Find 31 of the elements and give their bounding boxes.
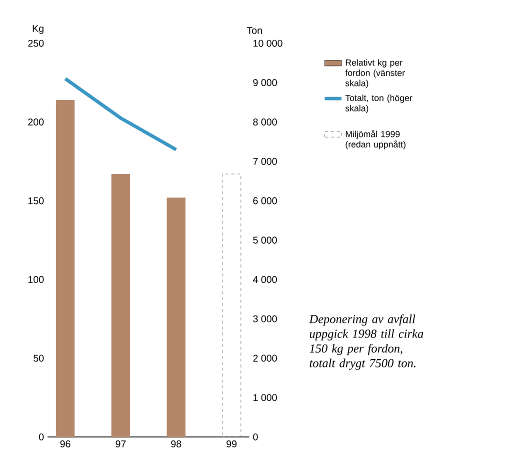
y2-axis-title: Ton: [246, 27, 262, 34]
y2-tick-label: 6 000: [253, 197, 277, 204]
x-tick-label: 99: [226, 440, 237, 448]
bar: [222, 174, 242, 438]
y2-tick-label: 3 000: [253, 316, 277, 323]
legend-label: Totalt, ton (höger skala): [345, 94, 412, 114]
bar: [56, 100, 75, 438]
x-tick-label: 97: [116, 440, 126, 448]
y-axis-title: Kg: [32, 25, 44, 34]
y2-tick-label: 10 000: [254, 40, 282, 47]
y2-tick-label: 8 000: [253, 118, 277, 126]
text: Deponering av avfall uppgick 1998 till cirka 150 kg per fordon, totalt drygt 7500 ton.: [309, 314, 424, 370]
y2-tick-label: 5 000: [253, 236, 277, 244]
y2-tick-label: 7 000: [253, 158, 277, 166]
y-tick-label: 0: [39, 434, 44, 441]
bar: [111, 174, 130, 438]
legend-label: Relativt kg per fordon (vänster skala): [345, 59, 405, 88]
y2-tick-label: 9 000: [253, 79, 277, 86]
y-tick-label: 100: [28, 276, 44, 284]
y-tick-label: 150: [28, 197, 44, 204]
y-tick-label: 200: [28, 118, 44, 126]
y2-tick-label: 0: [253, 434, 258, 441]
legend-label: Miljömål 1999 (redan uppnått): [346, 130, 406, 150]
y2-tick-label: 1 000: [254, 394, 277, 402]
bar: [166, 198, 186, 438]
y2-tick-label: 2 000: [253, 354, 277, 362]
x-tick-label: 96: [60, 440, 70, 448]
y2-tick-label: 4 000: [252, 276, 277, 284]
y-tick-label: 50: [34, 354, 44, 362]
y-tick-label: 250: [28, 40, 44, 47]
x-tick-label: 98: [171, 440, 182, 448]
